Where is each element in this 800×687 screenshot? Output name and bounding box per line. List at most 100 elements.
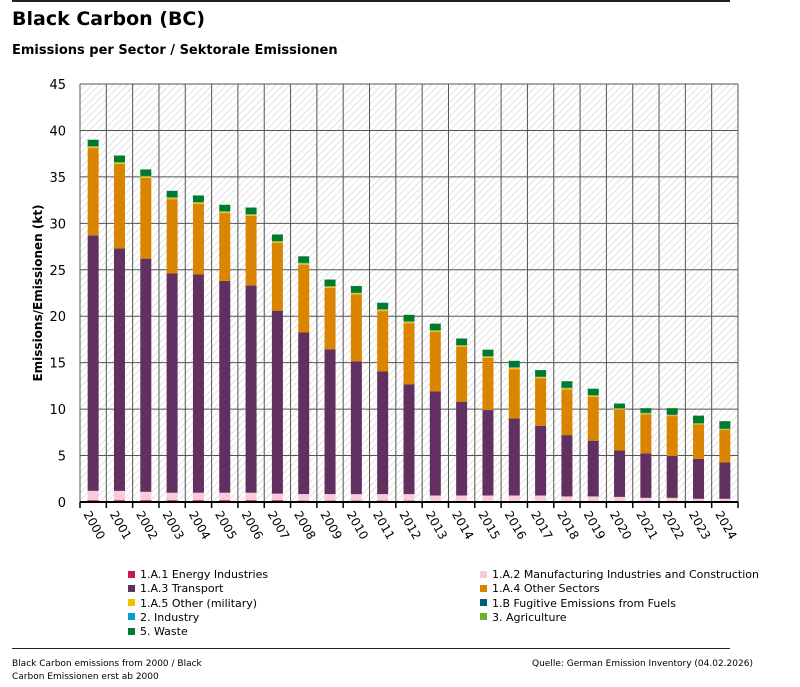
bar-segment-5-2020 — [614, 403, 626, 409]
y-tick-label: 45 — [49, 78, 66, 93]
bar-segment-1-A-2-2022 — [666, 497, 678, 502]
legend-item: 5. Waste — [128, 625, 188, 639]
bar-segment-1-A-3-2021 — [640, 453, 652, 498]
bar-segment-1-A-4-2014 — [456, 346, 468, 402]
bar-segment-1-A-2-2010 — [350, 494, 362, 501]
y-axis-label: Emissions/Emissionen (kt) — [31, 204, 45, 381]
legend-item: 1.A.4 Other Sectors — [480, 582, 600, 596]
x-tick-label: 2002 — [133, 509, 160, 542]
bar-segment-1-A-5-2013 — [429, 330, 441, 333]
bar-segment-5-2023 — [693, 415, 705, 424]
bar-segment-1-A-2-2023 — [693, 498, 705, 502]
legend-item: 2. Industry — [128, 611, 199, 625]
bar-segment-1-A-4-2003 — [166, 199, 178, 274]
bar-segment-1-A-2-2024 — [719, 498, 731, 502]
legend-item: 1.A.2 Manufacturing Industries and Const… — [480, 568, 759, 582]
bar-segment-5-2004 — [192, 195, 204, 202]
x-tick-label: 2006 — [238, 509, 265, 542]
bar-segment-1-A-5-2007 — [271, 241, 283, 243]
bar-segment-1-A-2-2001 — [113, 490, 125, 501]
bar-segment-1-A-2-2005 — [219, 492, 231, 501]
legend-label: 1.A.5 Other (military) — [140, 596, 258, 610]
bar-segment-1-A-5-2021 — [640, 413, 652, 415]
bar-segment-1-A-5-2000 — [87, 146, 99, 149]
x-tick-label: 2021 — [633, 509, 660, 542]
bar-segment-1-A-4-2005 — [219, 213, 231, 281]
bar-segment-1-A-4-2010 — [350, 294, 362, 362]
bar-segment-5-2002 — [140, 169, 152, 176]
bar-segment-1-A-5-2018 — [561, 388, 573, 390]
legend-label: 1.B Fugitive Emissions from Fuels — [492, 596, 676, 610]
bar-segment-1-A-5-2006 — [245, 214, 257, 216]
bar-segment-1-A-3-2014 — [456, 401, 468, 496]
y-tick-label: 0 — [58, 496, 66, 511]
bar-segment-5-2016 — [508, 360, 520, 368]
bar-segment-1-A-3-2004 — [192, 274, 204, 493]
bar-segment-1-A-4-2022 — [666, 416, 678, 457]
bar-segment-1-A-5-2016 — [508, 367, 520, 370]
bar-segment-1-A-2-2000 — [87, 490, 99, 501]
bar-segment-5-2017 — [535, 370, 547, 377]
footer-rule — [12, 648, 730, 649]
y-tick-label: 10 — [49, 403, 66, 418]
bar-segment-1-A-3-2008 — [298, 332, 310, 495]
bar-segment-1-A-2-2016 — [508, 495, 520, 502]
y-tick-label: 35 — [49, 171, 66, 186]
bar-segment-5-2018 — [561, 381, 573, 388]
bar-segment-1-A-3-2017 — [535, 425, 547, 496]
bar-segment-1-A-5-2010 — [350, 293, 362, 295]
bar-segment-1-A-2-2011 — [377, 494, 389, 501]
bar-segment-5-2011 — [377, 302, 389, 310]
x-tick-label: 2013 — [423, 509, 450, 542]
bar-segment-1-A-3-2022 — [666, 456, 678, 498]
bar-segment-1-A-5-2001 — [113, 162, 125, 164]
bar-segment-1-A-3-2016 — [508, 418, 520, 496]
bar-segment-1-A-4-2018 — [561, 389, 573, 436]
bar-segment-1-A-2-2004 — [192, 492, 204, 501]
y-tick-label: 30 — [49, 217, 66, 232]
x-tick-label: 2022 — [660, 509, 687, 542]
bar-segment-5-2021 — [640, 408, 652, 413]
bar-segment-5-2022 — [666, 408, 678, 415]
bar-segment-1-A-2-2002 — [140, 491, 152, 501]
bar-segment-1-A-3-2010 — [350, 361, 362, 495]
legend-item: 3. Agriculture — [480, 611, 567, 625]
bar-segment-1-A-2-2007 — [271, 493, 283, 501]
bar-segment-1-A-2-2008 — [298, 494, 310, 501]
bar-segment-1-A-5-2004 — [192, 202, 204, 204]
legend-item: 1.A.3 Transport — [128, 582, 223, 596]
bar-segment-1-A-2-2020 — [614, 496, 626, 502]
bar-segment-1-A-5-2022 — [666, 415, 678, 417]
legend-swatch — [128, 613, 135, 621]
chart-subtitle: Emissions per Sector / Sektorale Emissio… — [12, 43, 338, 58]
bar-segment-1-A-5-2019 — [587, 395, 599, 398]
legend-label: 1.A.2 Manufacturing Industries and Const… — [492, 568, 759, 581]
bar-segment-1-A-5-2003 — [166, 197, 178, 200]
bar-segment-1-A-4-2021 — [640, 414, 652, 454]
x-tick-label: 2011 — [370, 509, 397, 542]
bar-segment-1-A-5-2011 — [377, 309, 389, 312]
bar-segment-5-2008 — [298, 256, 310, 263]
bar-segment-1-A-4-2007 — [271, 242, 283, 311]
x-tick-label: 2005 — [212, 509, 239, 542]
bar-segment-1-A-5-2024 — [719, 429, 731, 431]
legend-label: 1.A.3 Transport — [140, 582, 224, 596]
legend-label: 1.A.4 Other Sectors — [492, 582, 600, 596]
bar-segment-1-A-3-2001 — [113, 248, 125, 491]
legend-swatch — [480, 584, 487, 592]
bar-segment-1-A-4-2016 — [508, 369, 520, 419]
x-tick-label: 2000 — [81, 509, 108, 542]
y-tick-label: 40 — [49, 124, 66, 139]
x-tick-label: 2001 — [107, 509, 134, 542]
legend-item: 1.B Fugitive Emissions from Fuels — [480, 597, 676, 611]
bar-segment-1-A-3-2020 — [614, 450, 626, 497]
bar-segment-1-A-5-2014 — [456, 345, 468, 347]
chart-title: Black Carbon (BC) — [12, 8, 206, 30]
bar-segment-1-A-3-2024 — [719, 462, 731, 499]
bar-segment-1-A-3-2002 — [140, 258, 152, 492]
bar-segment-5-2005 — [219, 204, 231, 212]
bar-segment-1-A-3-2000 — [87, 235, 99, 491]
bar-segment-1-A-2-2019 — [587, 496, 599, 502]
bar-segment-1-A-4-2009 — [324, 287, 336, 350]
